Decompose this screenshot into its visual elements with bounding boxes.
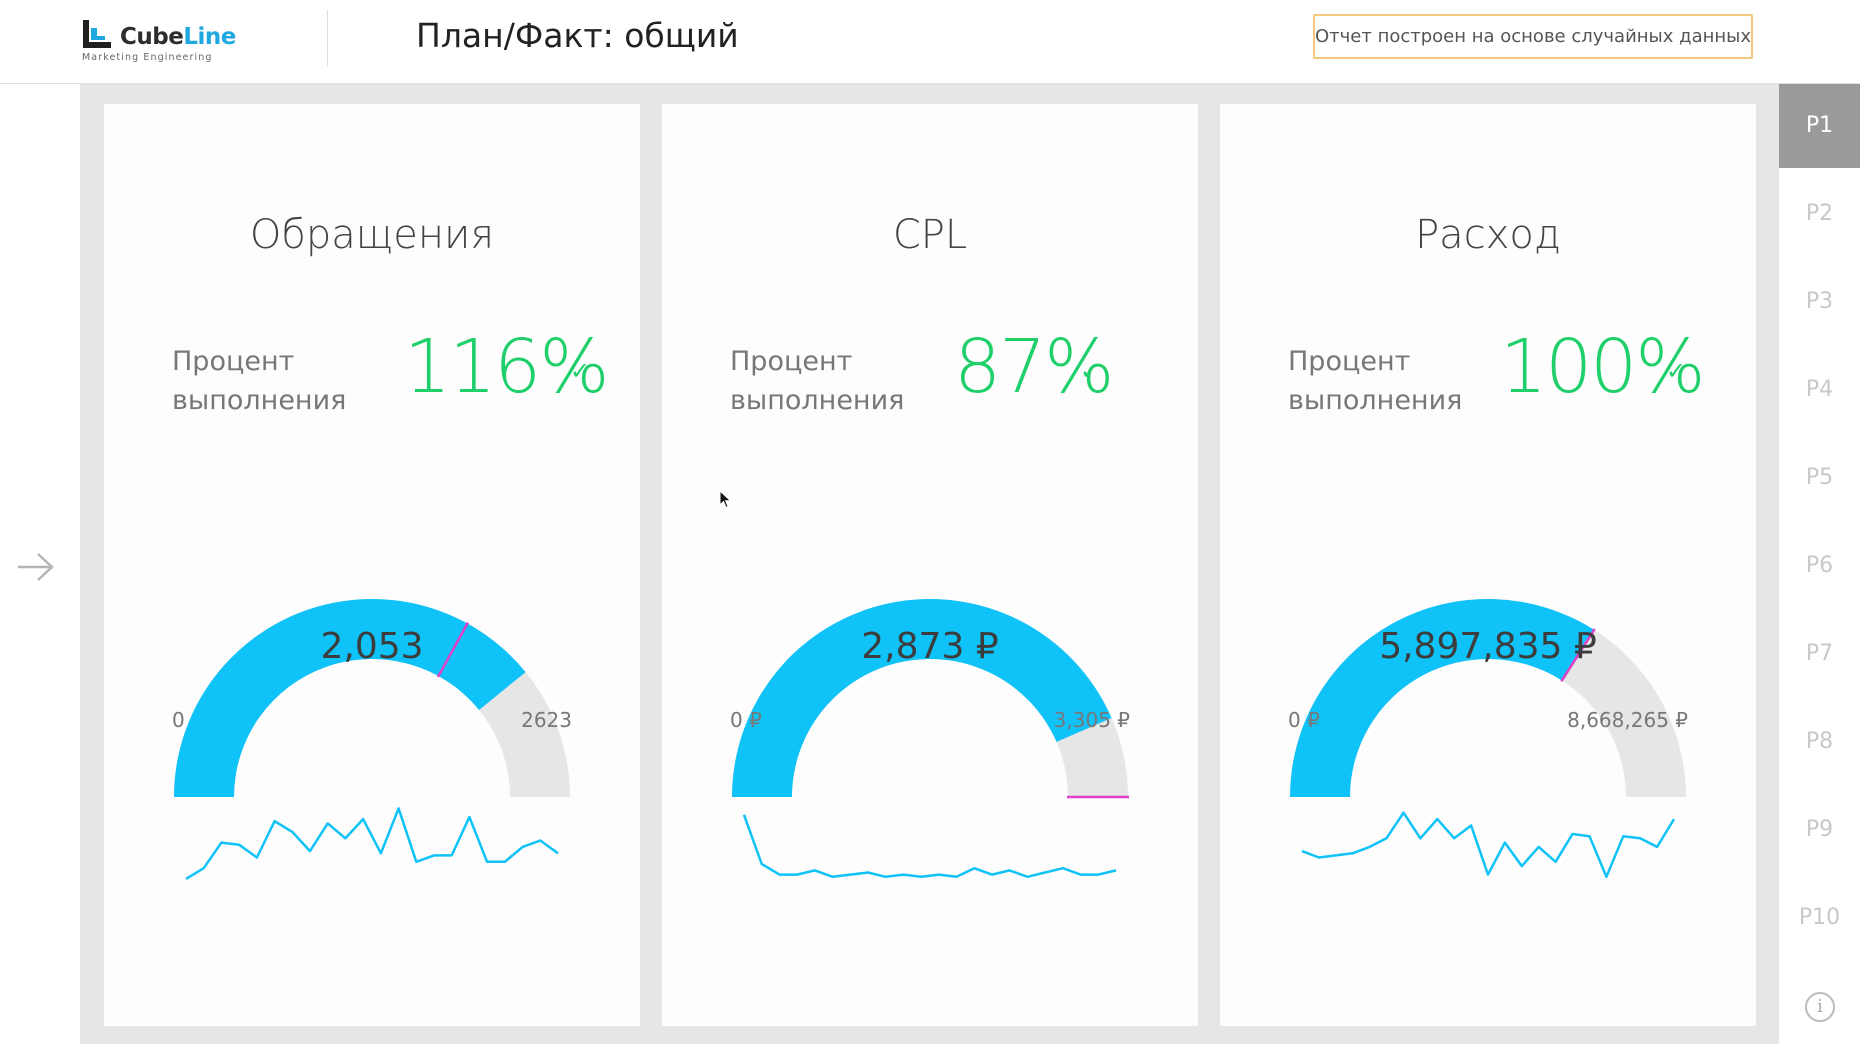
page-tab-p3[interactable]: P3 bbox=[1805, 289, 1834, 314]
gauge-max-label: 3,305 ₽ bbox=[1053, 708, 1130, 732]
checkmark-icon: ✓ bbox=[1666, 357, 1687, 385]
info-icon[interactable]: i bbox=[1805, 992, 1835, 1022]
gauge-min-label: 0 ₽ bbox=[1288, 708, 1320, 732]
gauge-target-marker bbox=[436, 622, 469, 678]
gauge-fill bbox=[1290, 599, 1595, 797]
random-data-notice: Отчет построен на основе случайных данны… bbox=[1313, 14, 1753, 59]
mouse-pointer-icon bbox=[719, 490, 732, 509]
card-title: Расход bbox=[1415, 212, 1561, 258]
completion-label-line1: Процент bbox=[1288, 346, 1411, 377]
gauge-value: 2,053 bbox=[320, 626, 424, 667]
gauge-max-label: 2623 bbox=[521, 708, 572, 732]
completion-percent: 116% bbox=[404, 324, 610, 410]
page-tab-p5[interactable]: P5 bbox=[1805, 465, 1834, 490]
page-tab-p6[interactable]: P6 bbox=[1805, 553, 1834, 578]
gauge-fill bbox=[174, 599, 526, 797]
page-title: План/Факт: общий bbox=[416, 16, 739, 55]
completion-percent: 87% bbox=[954, 324, 1114, 410]
trend-sparkline bbox=[1301, 811, 1676, 879]
report-header: CubeLine Marketing Engineering План/Факт… bbox=[0, 0, 1860, 84]
logo-tagline: Marketing Engineering bbox=[82, 52, 213, 63]
completion-label: Процент выполнения bbox=[1288, 342, 1462, 420]
report-canvas: Обращения Процент выполнения 116% ✓ 2,05… bbox=[80, 84, 1780, 1044]
completion-label: Процент выполнения bbox=[730, 342, 904, 420]
page-tab-p1[interactable]: P1 bbox=[1779, 84, 1860, 168]
gauge-chart bbox=[732, 599, 1129, 799]
expand-arrow-icon[interactable] bbox=[14, 550, 58, 584]
trend-sparkline bbox=[185, 807, 559, 880]
gauge-min-label: 0 bbox=[172, 708, 185, 732]
checkmark-icon: ✓ bbox=[1080, 357, 1101, 385]
gauge-fill bbox=[732, 599, 1112, 797]
gauge-value: 5,897,835 ₽ bbox=[1379, 626, 1597, 667]
kpi-card-cpl[interactable]: CPL Процент выполнения 87% ✓ 2,873 ₽ 0 ₽… bbox=[662, 104, 1198, 1026]
page-tab-p2[interactable]: P2 bbox=[1805, 201, 1834, 226]
card-title: Обращения bbox=[249, 212, 495, 258]
card-title: CPL bbox=[892, 212, 968, 258]
completion-label: Процент выполнения bbox=[172, 342, 346, 420]
completion-label-line1: Процент bbox=[730, 346, 853, 377]
completion-percent: 100% bbox=[1500, 324, 1706, 410]
kpi-card-requests[interactable]: Обращения Процент выполнения 116% ✓ 2,05… bbox=[104, 104, 640, 1026]
checkmark-icon: ✓ bbox=[570, 357, 591, 385]
gauge-min-label: 0 ₽ bbox=[730, 708, 762, 732]
sparkline-series bbox=[185, 807, 559, 880]
completion-label-line2: выполнения bbox=[730, 385, 905, 416]
page-tab-p8[interactable]: P8 bbox=[1805, 729, 1834, 754]
page-tab-p9[interactable]: P9 bbox=[1805, 817, 1834, 842]
gauge-max-label: 8,668,265 ₽ bbox=[1567, 708, 1688, 732]
completion-label-line2: выполнения bbox=[1288, 385, 1463, 416]
cube-logo-icon bbox=[83, 20, 111, 48]
gauge-chart bbox=[1290, 599, 1686, 797]
page-tab-p7[interactable]: P7 bbox=[1805, 641, 1834, 666]
page-navigation: i P1 P2 P3 P4 P5 P6 P7 P8 P9 P10 bbox=[1779, 84, 1860, 1044]
sparkline-series bbox=[742, 814, 1117, 879]
gauge-value: 2,873 ₽ bbox=[861, 626, 999, 667]
page-tab-p10[interactable]: P10 bbox=[1798, 905, 1841, 930]
page-tab-p4[interactable]: P4 bbox=[1805, 377, 1834, 402]
logo-wordmark: CubeLine bbox=[120, 24, 236, 50]
sparkline-series bbox=[1301, 811, 1676, 879]
trend-sparkline bbox=[742, 814, 1117, 879]
cubeline-logo: CubeLine Marketing Engineering bbox=[80, 16, 240, 66]
header-divider bbox=[327, 10, 328, 67]
completion-label-line1: Процент bbox=[172, 346, 295, 377]
kpi-card-spend[interactable]: Расход Процент выполнения 100% ✓ 5,897,8… bbox=[1220, 104, 1756, 1026]
completion-label-line2: выполнения bbox=[172, 385, 347, 416]
gauge-chart bbox=[174, 599, 570, 797]
gauge-target-marker bbox=[1560, 628, 1596, 682]
